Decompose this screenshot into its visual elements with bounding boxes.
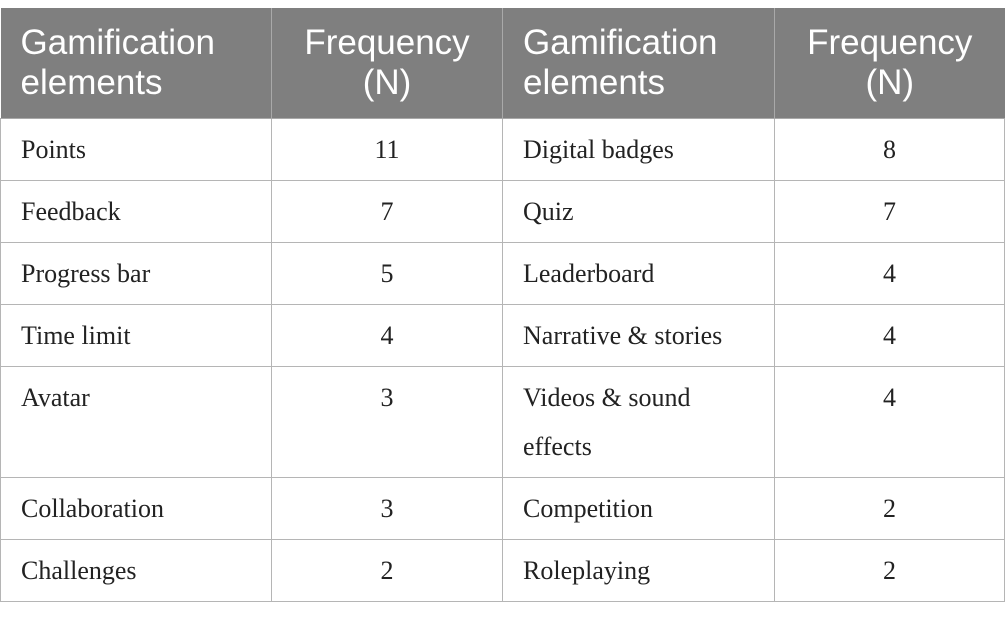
- frequency-cell: 4: [774, 242, 1005, 305]
- frequency-cell: 4: [774, 366, 1005, 478]
- header-gamification-elements-2: Gamification elements: [502, 8, 775, 119]
- element-cell: Narrative & stories: [502, 304, 775, 367]
- header-frequency-2: Frequency (N): [774, 8, 1005, 119]
- frequency-cell: 3: [271, 366, 503, 478]
- element-cell: Points: [0, 118, 272, 181]
- gamification-frequency-table: Gamification elements Frequency (N) Gami…: [0, 8, 1005, 602]
- frequency-cell: 2: [271, 539, 503, 602]
- element-cell: Challenges: [0, 539, 272, 602]
- frequency-cell: 4: [774, 304, 1005, 367]
- table-row: Progress bar 5 Leaderboard 4: [0, 242, 1005, 305]
- element-cell: Leaderboard: [502, 242, 775, 305]
- frequency-cell: 3: [271, 477, 503, 540]
- frequency-cell: 7: [271, 180, 503, 243]
- frequency-cell: 7: [774, 180, 1005, 243]
- table-body: Points 11 Digital badges 8 Feedback 7 Qu…: [0, 118, 1005, 602]
- element-cell: Digital badges: [502, 118, 775, 181]
- header-row: Gamification elements Frequency (N) Gami…: [0, 8, 1005, 119]
- table-row: Feedback 7 Quiz 7: [0, 180, 1005, 243]
- frequency-table-container: Gamification elements Frequency (N) Gami…: [0, 8, 1005, 602]
- header-gamification-elements-1: Gamification elements: [0, 8, 272, 119]
- table-row: Challenges 2 Roleplaying 2: [0, 539, 1005, 602]
- table-row: Time limit 4 Narrative & stories 4: [0, 304, 1005, 367]
- table-row: Avatar 3 Videos & sound effects 4: [0, 366, 1005, 478]
- element-cell: Collaboration: [0, 477, 272, 540]
- frequency-cell: 5: [271, 242, 503, 305]
- table-row: Collaboration 3 Competition 2: [0, 477, 1005, 540]
- frequency-cell: 4: [271, 304, 503, 367]
- element-cell: Videos & sound effects: [502, 366, 775, 478]
- element-cell: Roleplaying: [502, 539, 775, 602]
- table-row: Points 11 Digital badges 8: [0, 118, 1005, 181]
- frequency-cell: 8: [774, 118, 1005, 181]
- element-cell: Quiz: [502, 180, 775, 243]
- element-cell: Avatar: [0, 366, 272, 478]
- frequency-cell: 2: [774, 539, 1005, 602]
- element-cell: Time limit: [0, 304, 272, 367]
- frequency-cell: 2: [774, 477, 1005, 540]
- element-cell: Progress bar: [0, 242, 272, 305]
- table-header: Gamification elements Frequency (N) Gami…: [0, 8, 1005, 119]
- element-cell: Feedback: [0, 180, 272, 243]
- header-frequency-1: Frequency (N): [271, 8, 503, 119]
- element-cell: Competition: [502, 477, 775, 540]
- frequency-cell: 11: [271, 118, 503, 181]
